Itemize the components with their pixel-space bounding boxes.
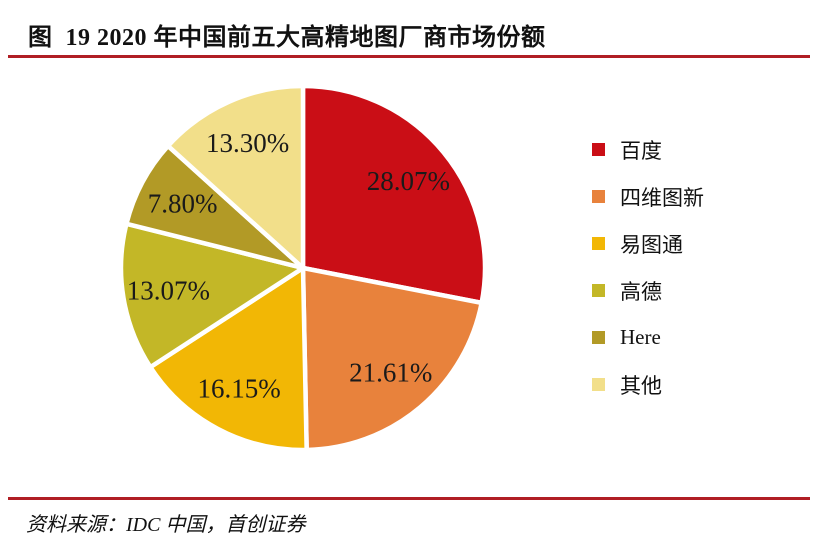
legend-item-5: 其他 <box>592 368 704 401</box>
legend-item-3: 高德 <box>592 274 704 307</box>
slice-label-0: 28.07% <box>367 166 450 196</box>
slice-label-1: 21.61% <box>349 358 432 388</box>
pie-chart: 28.07% 21.61% 16.15% 13.07% 7.80% 13.30% <box>118 83 488 453</box>
pie-slice-2 <box>148 265 309 453</box>
legend-swatch-icon <box>592 284 605 297</box>
legend-label: 其他 <box>620 373 662 398</box>
legend-label: 高德 <box>620 279 662 304</box>
chart-legend: 百度四维图新易图通高德 Here 其他 <box>592 133 704 415</box>
source-note: 资料来源：IDC 中国，首创证券 <box>26 514 306 536</box>
pie-slice-5 <box>165 83 306 271</box>
legend-item-1: 四维图新 <box>592 180 704 213</box>
legend-item-2: 易图通 <box>592 227 704 260</box>
slice-label-3: 13.07% <box>127 276 210 306</box>
legend-swatch-icon <box>592 190 605 203</box>
slice-label-4: 7.80% <box>148 189 218 219</box>
legend-label: Here <box>620 325 661 349</box>
title-underline-rule <box>8 55 810 58</box>
legend-swatch-icon <box>592 143 605 156</box>
legend-swatch-icon <box>592 331 605 344</box>
legend-swatch-icon <box>592 378 605 391</box>
slice-label-2: 16.15% <box>197 374 280 404</box>
footer-rule <box>8 497 810 500</box>
slice-label-5: 13.30% <box>206 128 289 158</box>
legend-item-4: Here <box>592 321 704 354</box>
legend-item-0: 百度 <box>592 133 704 166</box>
figure-title: 图 19 2020 年中国前五大高精地图厂商市场份额 <box>28 25 546 51</box>
pie-slice-0 <box>300 83 488 306</box>
legend-label: 易图通 <box>620 232 683 257</box>
pie-slice-3 <box>118 221 306 370</box>
legend-label: 百度 <box>620 138 662 163</box>
pie-slice-1 <box>300 265 484 453</box>
legend-label: 四维图新 <box>620 185 704 210</box>
legend-swatch-icon <box>592 237 605 250</box>
